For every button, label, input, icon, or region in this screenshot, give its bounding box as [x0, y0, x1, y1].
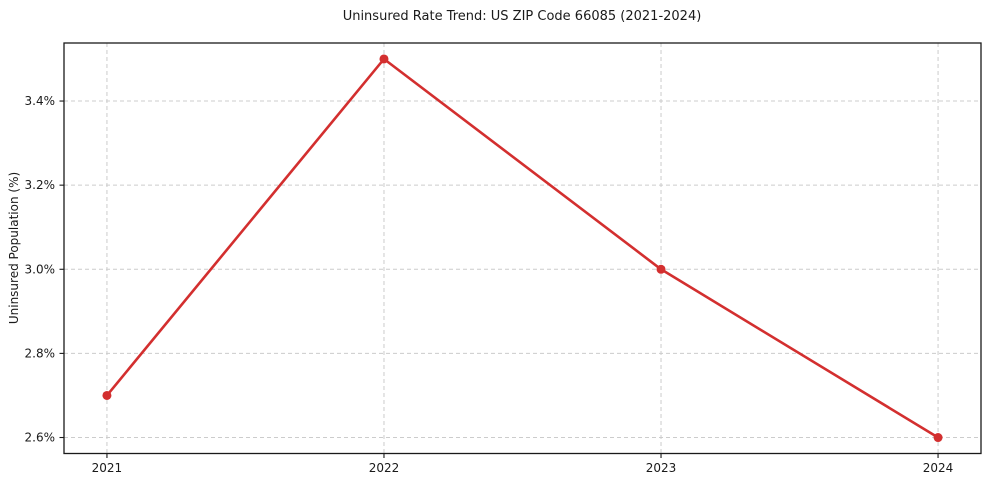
data-point-2023	[656, 264, 666, 274]
data-point-2022	[379, 54, 389, 64]
x-tick-label: 2024	[923, 461, 954, 475]
y-axis-title: Uninsured Population (%)	[7, 171, 21, 325]
x-tick-label: 2023	[646, 461, 677, 475]
plot-border	[63, 42, 982, 455]
y-tick-label: 2.8%	[25, 346, 56, 360]
y-tick-label: 3.4%	[25, 94, 56, 108]
y-tick-label: 3.0%	[25, 262, 56, 276]
y-tick-label: 2.6%	[25, 431, 56, 445]
data-point-2021	[102, 390, 112, 400]
x-tick-label: 2022	[369, 461, 400, 475]
data-point-2024	[933, 433, 943, 443]
trend-line	[105, 57, 940, 439]
y-tick-label: 3.2%	[25, 178, 56, 192]
chart-title: Uninsured Rate Trend: US ZIP Code 66085 …	[342, 9, 702, 24]
x-tick-label: 2021	[92, 461, 123, 475]
